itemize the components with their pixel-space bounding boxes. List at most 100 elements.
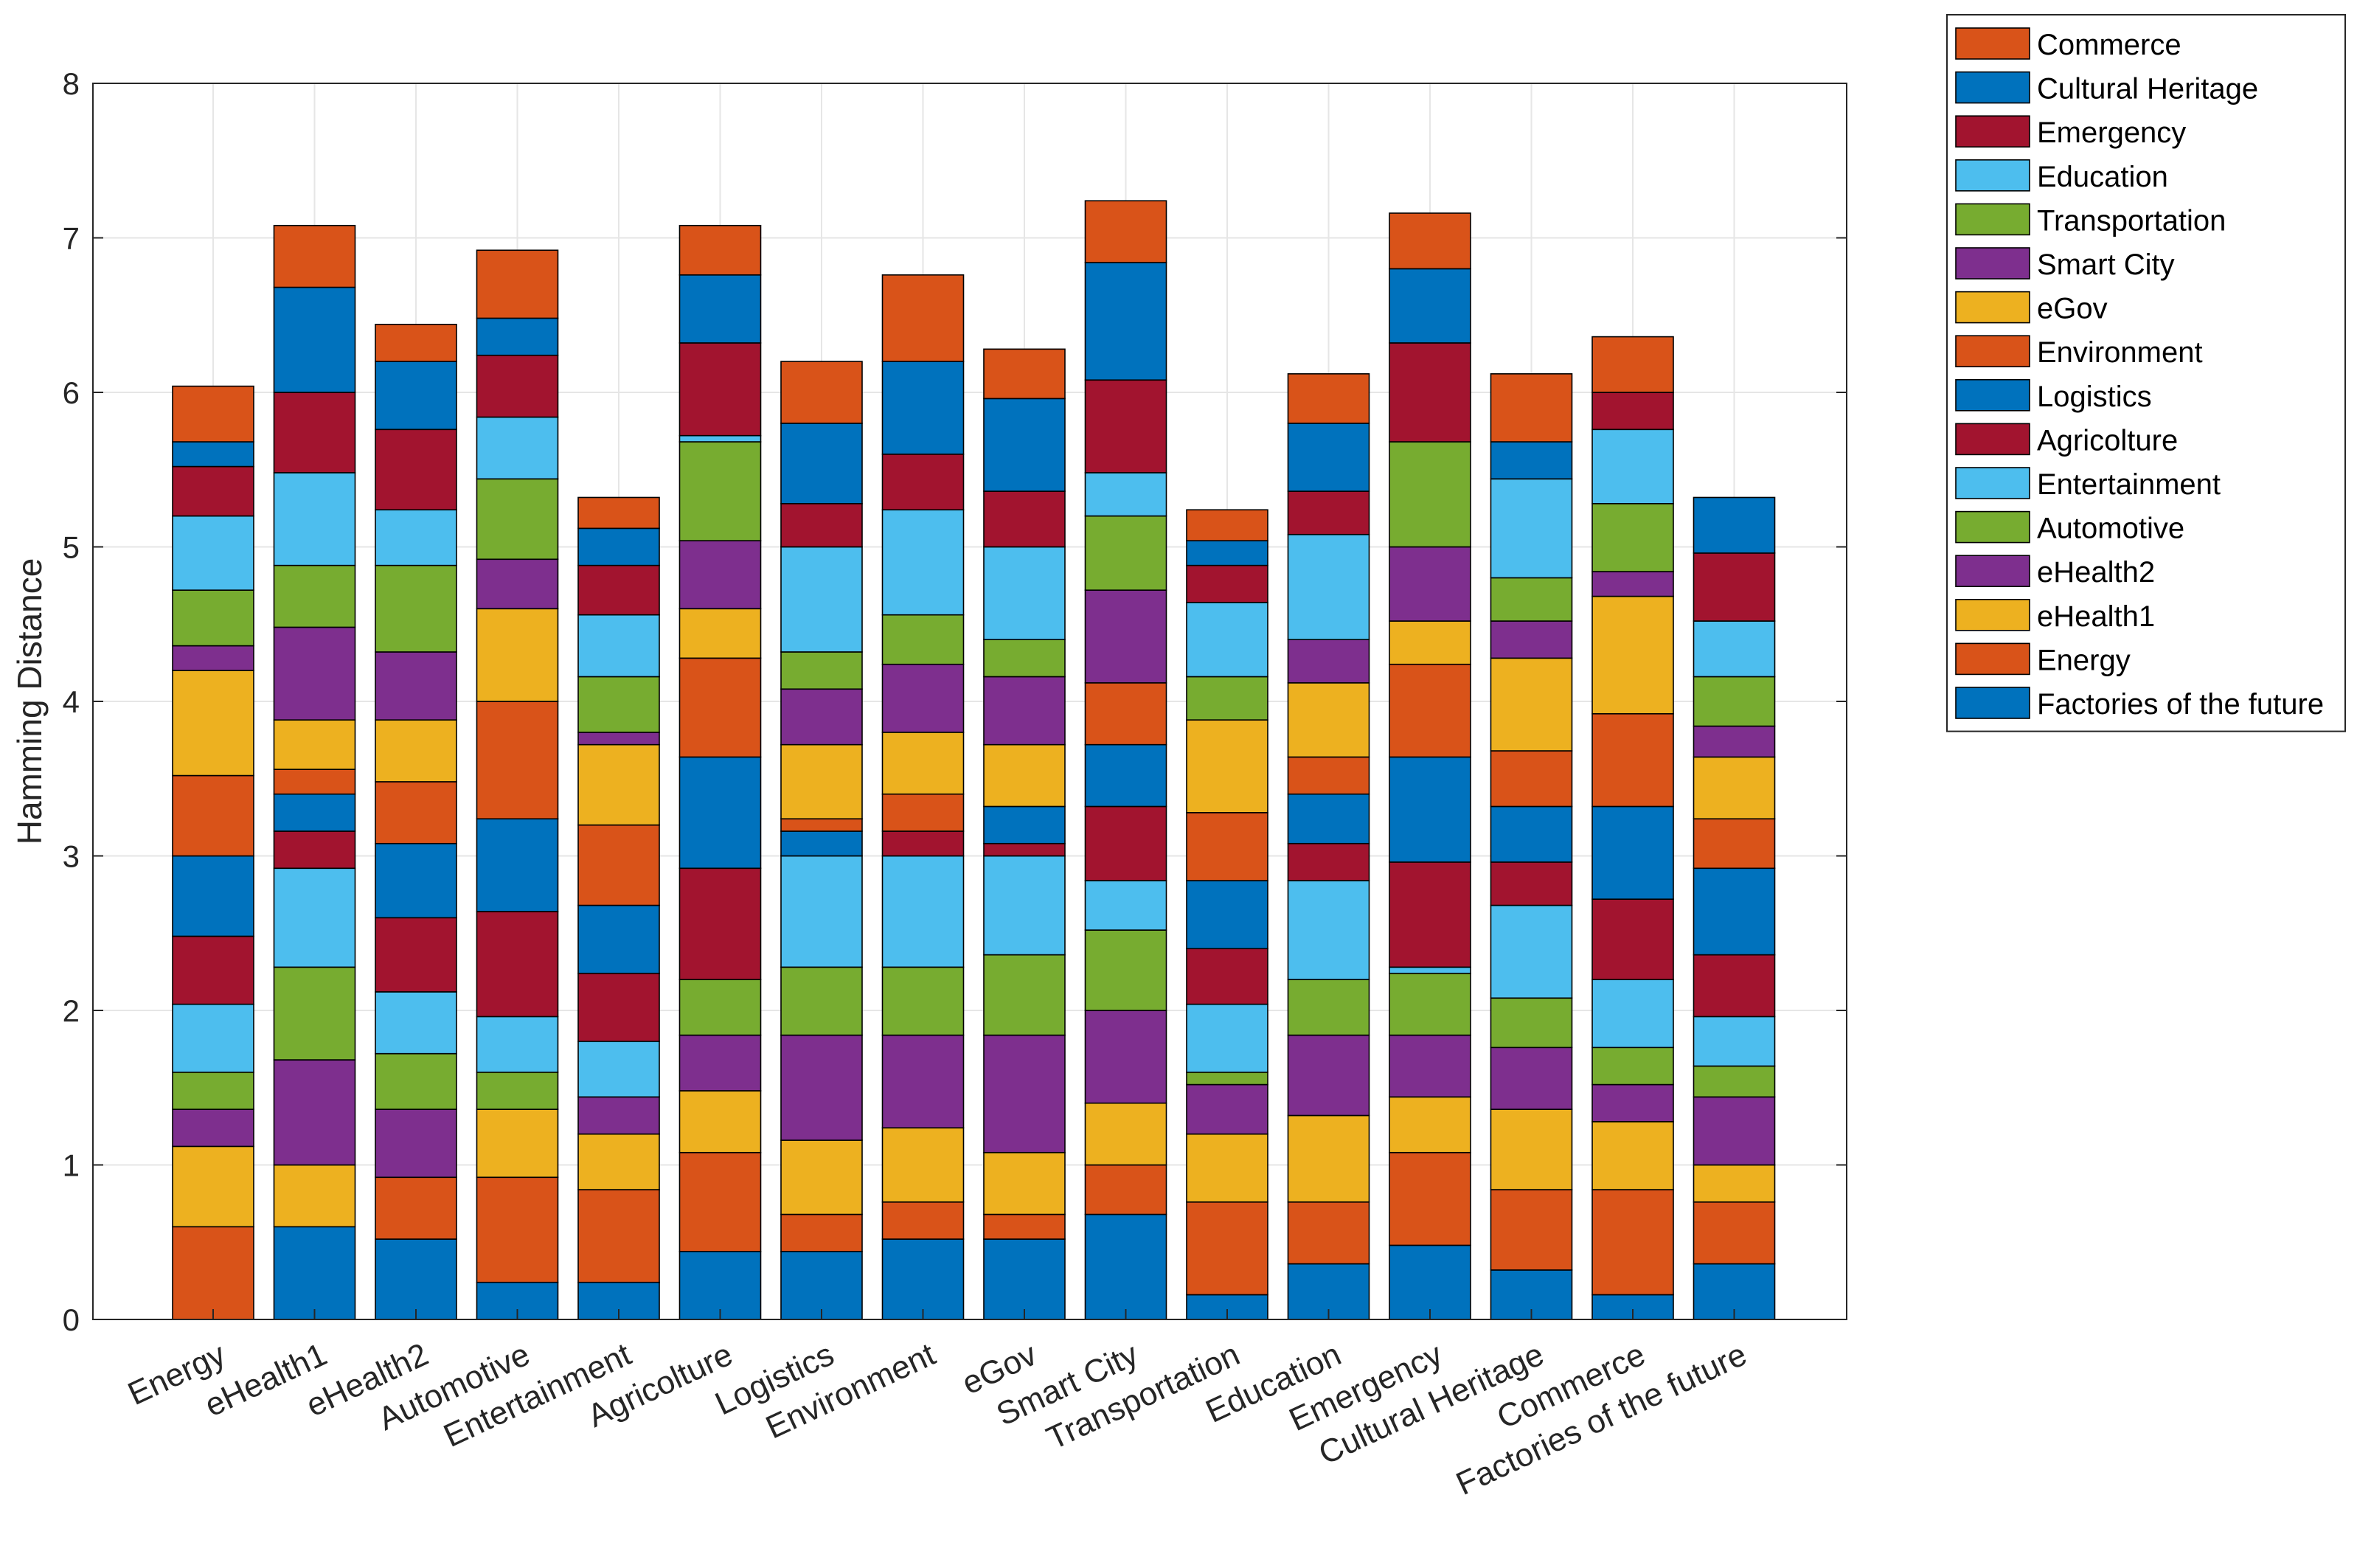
bar-segment <box>476 1016 559 1073</box>
legend-entry-label[interactable]: eHealth2 <box>2037 556 2155 589</box>
bar-segment <box>273 286 356 393</box>
bar-segment <box>1591 1121 1674 1190</box>
bar-segment <box>476 911 559 1018</box>
legend-entry-label[interactable]: Environment <box>2037 336 2203 369</box>
bar-segment <box>172 1226 254 1320</box>
legend-entry-label[interactable]: Energy <box>2037 644 2131 676</box>
legend-entry-label[interactable]: Transportation <box>2037 204 2226 237</box>
bar-segment <box>678 1034 762 1092</box>
bar-segment <box>1186 1003 1268 1073</box>
legend-swatch <box>1955 467 2030 499</box>
bar-segment <box>780 651 863 690</box>
bar-segment <box>780 1139 863 1215</box>
bar-segment <box>273 719 356 770</box>
legend-swatch <box>1955 71 2030 104</box>
bar-segment <box>1084 515 1167 591</box>
bar-segment <box>172 855 254 937</box>
bar-segment <box>1287 533 1370 640</box>
bar-segment <box>375 324 457 362</box>
bar-segment <box>1186 1083 1268 1135</box>
legend-swatch <box>1955 247 2030 280</box>
bar-segment <box>1287 373 1370 424</box>
bar-segment <box>577 972 660 1042</box>
bar-segment <box>273 472 356 566</box>
bar-segment <box>1693 867 1776 956</box>
legend-entry-label[interactable]: Logistics <box>2037 381 2152 413</box>
bar-segment <box>1490 577 1573 622</box>
bar-segment <box>172 515 254 591</box>
y-tick-label: 4 <box>63 684 80 719</box>
bar-segment <box>375 1238 457 1320</box>
legend-entry-label[interactable]: Agricolture <box>2037 424 2178 457</box>
bar-segment <box>476 608 559 702</box>
bar-segment <box>678 867 762 980</box>
bar-segment <box>1693 1096 1776 1166</box>
bar-segment <box>375 719 457 783</box>
legend-entry-label[interactable]: Factories of the future <box>2037 688 2324 721</box>
bar-segment <box>1389 972 1471 1036</box>
bar-segment <box>1591 898 1674 980</box>
bar-segment <box>1490 478 1573 579</box>
bar-segment <box>1389 663 1471 758</box>
legend-entry-label[interactable]: Automotive <box>2037 513 2184 545</box>
legend-entry-label[interactable]: Education <box>2037 161 2168 193</box>
bar-segment <box>375 991 457 1055</box>
bar-segment <box>1389 546 1471 622</box>
legend-entry-label[interactable]: eGov <box>2037 293 2108 325</box>
bar-segment <box>273 769 356 795</box>
y-tick-label: 0 <box>63 1302 80 1337</box>
bar-segment <box>983 490 1066 548</box>
bar-segment <box>375 564 457 653</box>
bar-segment <box>1186 540 1268 566</box>
legend-swatch <box>1955 687 2030 719</box>
bar-segment <box>1693 620 1776 678</box>
bar-segment <box>881 663 965 733</box>
bar-segment <box>881 1238 965 1320</box>
legend-entry-label[interactable]: Emergency <box>2037 117 2186 149</box>
legend-entry-label[interactable]: Smart City <box>2037 249 2175 281</box>
legend-entry-label[interactable]: eHealth1 <box>2037 600 2155 633</box>
legend-swatch <box>1955 642 2030 676</box>
bar-segment <box>881 361 965 455</box>
y-axis: 0 1 2 3 4 5 6 7 8 <box>63 66 1847 1337</box>
y-tick-label: 5 <box>63 530 80 565</box>
bar-segment <box>1287 979 1370 1036</box>
legend-entry-label[interactable]: Cultural Heritage <box>2037 73 2258 105</box>
bar-segment <box>1389 1244 1471 1320</box>
legend-swatch <box>1955 27 2030 60</box>
bar-segment <box>577 1096 660 1135</box>
bar-segment <box>375 429 457 511</box>
bar-segment <box>1490 1189 1573 1271</box>
bar-segment <box>375 842 457 919</box>
bar-segment <box>1084 262 1167 381</box>
bar-segment <box>172 1072 254 1110</box>
bar-segment <box>577 564 660 616</box>
bar-segment <box>678 540 762 610</box>
bar-segment <box>881 274 965 362</box>
bar-segment <box>1186 1201 1268 1296</box>
bar-segment <box>983 743 1066 808</box>
bar-segment <box>1389 1096 1471 1154</box>
bar-segment <box>1490 373 1573 443</box>
bar-segment <box>1287 793 1370 844</box>
legend-entry-label[interactable]: Entertainment <box>2037 468 2221 501</box>
legend-swatch <box>1955 378 2030 412</box>
bar-segment <box>780 423 863 504</box>
bar-segment <box>273 966 356 1061</box>
bar-segment <box>1591 503 1674 572</box>
bar-segment <box>1389 342 1471 443</box>
bar-segment <box>1693 954 1776 1018</box>
bar-segment <box>1084 1213 1167 1320</box>
bar-segment <box>1389 861 1471 968</box>
bar-segment <box>273 1226 356 1320</box>
bar-segment <box>983 954 1066 1036</box>
bars <box>172 200 1776 1320</box>
bar-segment <box>1186 602 1268 678</box>
bar-segment <box>476 478 559 561</box>
legend-entry-label[interactable]: Commerce <box>2037 29 2181 61</box>
bar-segment <box>1287 490 1370 535</box>
bar-segment <box>577 676 660 733</box>
bar-segment <box>1186 719 1268 814</box>
legend[interactable]: Commerce Cultural Heritage Emergency Educat… <box>1946 14 2346 732</box>
bar-segment <box>476 416 559 480</box>
